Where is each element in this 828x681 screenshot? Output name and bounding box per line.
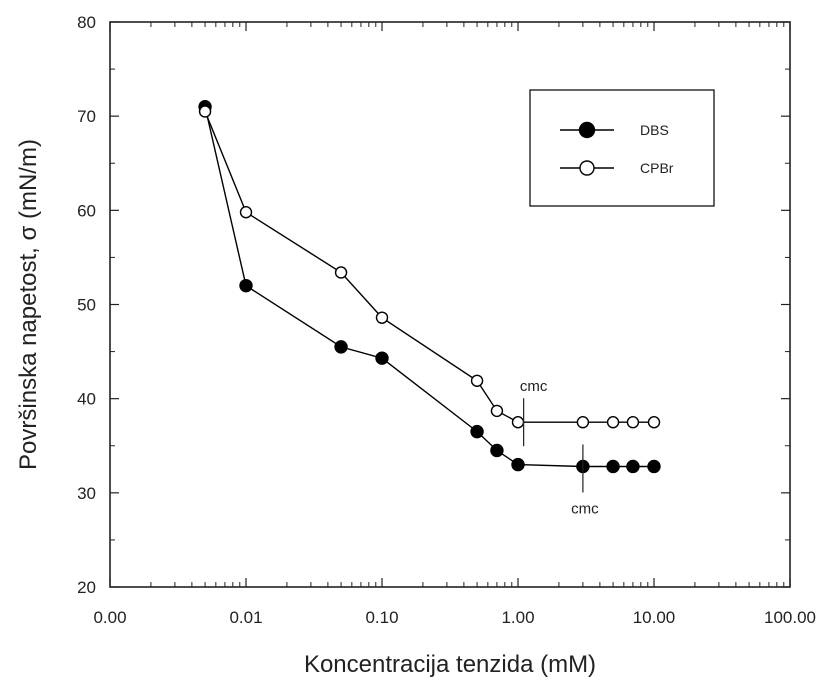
data-point-dbs	[626, 459, 640, 474]
y-tick-label: 30	[77, 484, 96, 503]
series-cpbr	[198, 105, 661, 429]
x-tick-label: 0.01	[229, 608, 262, 627]
legend-marker-cpbr	[579, 160, 595, 176]
data-point-cpbr	[334, 266, 348, 279]
y-tick-label: 20	[77, 578, 96, 597]
series-layer	[198, 100, 661, 474]
data-point-dbs	[606, 459, 620, 474]
legend: DBS CPBr	[529, 89, 715, 207]
data-point-dbs	[511, 457, 525, 472]
y-tick-label: 70	[77, 107, 96, 126]
data-point-cpbr	[647, 416, 661, 429]
data-point-cpbr	[239, 206, 253, 219]
y-tick-label: 60	[77, 201, 96, 220]
data-point-dbs	[239, 278, 253, 293]
x-tick-label: 10.00	[633, 608, 676, 627]
legend-marker-dbs	[578, 121, 596, 139]
data-point-dbs	[470, 424, 484, 439]
data-point-cpbr	[470, 374, 484, 387]
legend-box	[529, 89, 715, 207]
legend-label-cpbr: CPBr	[640, 160, 674, 176]
data-point-dbs	[334, 340, 348, 354]
x-tick-label: 1.00	[501, 608, 534, 627]
data-point-dbs	[375, 351, 389, 365]
data-point-cpbr	[375, 311, 389, 324]
axis-ticks	[109, 21, 791, 588]
data-point-cpbr	[490, 404, 504, 418]
data-point-dbs	[490, 443, 504, 458]
y-tick-label: 40	[77, 390, 96, 409]
data-point-cpbr	[576, 416, 590, 429]
data-point-dbs	[647, 459, 661, 474]
axis-tick-labels: 0.00 0.01 0.10 1.00 10.00 100.00 20 30 40 50 60 70 8…	[77, 13, 816, 627]
cmc-label: cmc	[571, 500, 599, 517]
y-tick-label: 50	[77, 296, 96, 315]
y-axis-title: Površinska napetost, σ (mN/m)	[15, 139, 42, 470]
data-point-cpbr	[198, 105, 212, 118]
x-tick-label: 0.10	[365, 608, 398, 627]
x-axis-title: Koncentracija tenzida (mM)	[304, 651, 596, 678]
data-point-cpbr	[511, 416, 525, 429]
data-point-cpbr	[606, 416, 620, 429]
x-tick-label: 0.00	[93, 608, 126, 627]
y-tick-label: 80	[77, 13, 96, 32]
legend-label-dbs: DBS	[640, 122, 669, 138]
cmc-label: cmc	[520, 378, 548, 395]
annotation-layer: cmc cmc	[520, 378, 599, 517]
x-tick-label: 100.00	[764, 608, 816, 627]
data-point-cpbr	[626, 416, 640, 429]
